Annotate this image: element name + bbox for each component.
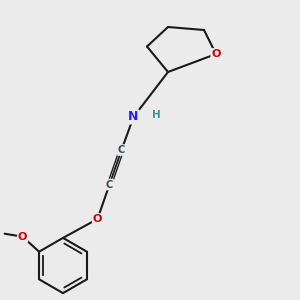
Text: N: N xyxy=(128,110,139,124)
Text: O: O xyxy=(93,214,102,224)
Text: O: O xyxy=(18,232,27,242)
Text: H: H xyxy=(152,110,160,121)
Text: O: O xyxy=(211,49,221,59)
Text: C: C xyxy=(118,145,125,155)
Text: C: C xyxy=(106,179,113,190)
